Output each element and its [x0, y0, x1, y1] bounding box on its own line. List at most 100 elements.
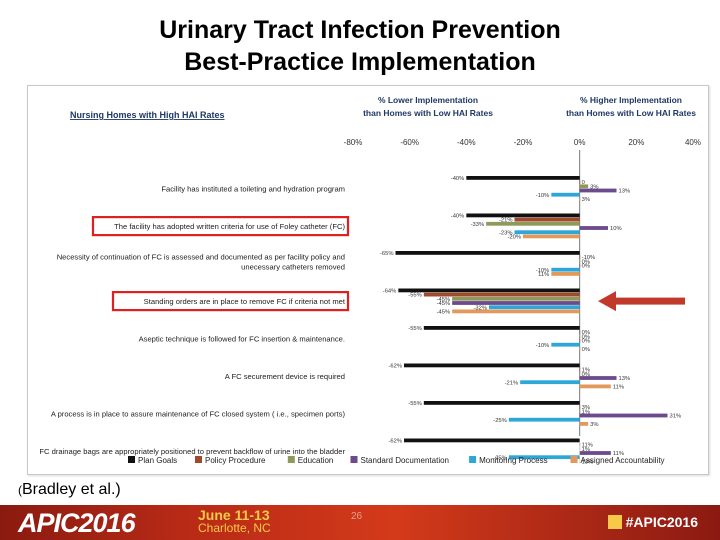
header-left-line2: than Homes with Low HAI Rates	[363, 108, 493, 118]
x-tick-label: -40%	[457, 138, 476, 147]
data-label: -32%	[473, 305, 487, 311]
data-label: -55%	[408, 401, 422, 407]
hashtag: #APIC2016	[607, 514, 698, 530]
bar-education	[486, 221, 580, 226]
data-label: 0%	[582, 334, 590, 340]
legend-label: Assigned Accountability	[581, 456, 665, 465]
bar-standard-documentation	[579, 413, 668, 418]
data-label: -64%	[383, 289, 397, 295]
bar-monitoring-process	[520, 380, 580, 385]
legend-swatch	[570, 456, 578, 463]
data-label: 10%	[610, 226, 622, 232]
data-label: 13%	[619, 189, 631, 195]
bar-policy-procedure	[423, 292, 580, 297]
data-label: -45%	[437, 301, 451, 307]
bar-education	[579, 334, 581, 339]
data-label: 0%	[582, 372, 590, 378]
legend-swatch	[287, 456, 295, 463]
legend-label: Policy Procedure	[205, 456, 266, 465]
data-label: 13%	[582, 460, 594, 466]
data-label: -55%	[408, 326, 422, 332]
arrow-head	[598, 291, 616, 312]
citation-text: Bradley et al.)	[22, 481, 121, 498]
bar-assigned-accountability	[579, 384, 611, 389]
bar-policy-procedure	[579, 330, 581, 334]
data-label: 1%	[582, 447, 590, 453]
bar-standard-documentation	[579, 376, 617, 380]
category-label: A process is in place to assure maintena…	[51, 410, 346, 419]
data-label: 3%	[582, 197, 590, 203]
category-label: FC drainage bags are appropriately posit…	[39, 447, 345, 456]
data-label: -20%	[507, 235, 521, 241]
category-label: Facility has instituted a toileting and …	[161, 185, 345, 194]
hashtag-text: #APIC2016	[625, 514, 698, 530]
category-label: Aseptic technique is followed for FC ins…	[139, 335, 345, 344]
bar-monitoring-process	[551, 192, 580, 197]
category-label: unecessary catheters removed	[241, 263, 345, 272]
bar-chart: Nursing Homes with High HAI Rates % Lower…	[39, 95, 701, 466]
bar-plan-goals	[423, 326, 580, 330]
bar-education	[579, 409, 581, 414]
bar-plan-goals	[404, 363, 580, 368]
logo-year: 2016	[78, 508, 136, 538]
data-label: -55%	[408, 293, 422, 299]
bar-monitoring-process	[489, 305, 580, 310]
x-tick-label: 40%	[685, 138, 701, 147]
header-right-line2: than Homes with Low HAI Rates	[566, 108, 696, 118]
citation: (Bradley et al.)	[18, 481, 121, 499]
slide-number: 26	[351, 511, 363, 522]
bar-standard-documentation	[579, 451, 611, 455]
data-label: 0%	[582, 264, 590, 270]
bar-standard-documentation	[579, 263, 581, 268]
header-right-line1: % Higher Implementation	[580, 95, 682, 105]
bar-plan-goals	[466, 213, 580, 218]
data-label: -62%	[388, 439, 402, 445]
bar-assigned-accountability	[579, 422, 589, 426]
bar-education	[579, 446, 581, 451]
slide-title-line2: Best-Practice Implementation	[184, 48, 536, 76]
bar-assigned-accountability	[452, 309, 580, 314]
arrow-shaft	[613, 297, 685, 305]
bar-monitoring-process	[508, 417, 580, 422]
data-label: -33%	[471, 222, 485, 228]
data-label: -25%	[493, 455, 507, 461]
legend-label: Monitoring Process	[479, 456, 547, 465]
legend-label: Plan Goals	[138, 456, 177, 465]
bar-plan-goals	[423, 401, 580, 405]
bar-policy-procedure	[579, 255, 581, 259]
slide-title: Urinary Tract Infection Prevention Best-…	[0, 14, 720, 78]
bar-education	[452, 296, 580, 301]
bar-assigned-accountability	[523, 234, 580, 239]
data-label: 0%	[582, 339, 590, 345]
data-label: 11%	[582, 443, 593, 449]
bar-education	[579, 371, 581, 376]
data-label: -10%	[536, 268, 550, 274]
data-label: 3%	[590, 422, 598, 428]
bar-standard-documentation	[579, 226, 608, 230]
bar-plan-goals	[395, 251, 580, 255]
data-label: -21%	[505, 380, 519, 386]
bar-policy-procedure	[579, 180, 581, 184]
data-label: 3%	[582, 405, 590, 411]
bar-policy-procedure	[514, 217, 580, 222]
data-label: -45%	[437, 297, 451, 303]
bar-policy-procedure	[579, 442, 581, 447]
data-label: 13%	[619, 376, 631, 382]
bar-plan-goals	[466, 176, 580, 180]
data-label: 0	[582, 180, 585, 186]
legend-swatch	[469, 456, 477, 463]
data-label: -21%	[499, 218, 513, 224]
data-label: -62%	[388, 364, 402, 370]
category-label: The facility has adopted written criteri…	[114, 222, 345, 231]
x-tick-label: 0%	[574, 138, 586, 147]
bar-policy-procedure	[579, 405, 581, 409]
data-label: -23%	[499, 230, 513, 236]
bar-education	[579, 184, 589, 189]
header-left-line1: % Lower Implementation	[378, 95, 478, 105]
legend-swatch	[195, 456, 202, 463]
highlight-box	[91, 216, 350, 237]
bar-assigned-accountability	[579, 459, 581, 464]
data-label: 0%	[582, 259, 590, 265]
bar-policy-procedure	[579, 367, 581, 372]
data-label: 0%	[582, 347, 590, 353]
